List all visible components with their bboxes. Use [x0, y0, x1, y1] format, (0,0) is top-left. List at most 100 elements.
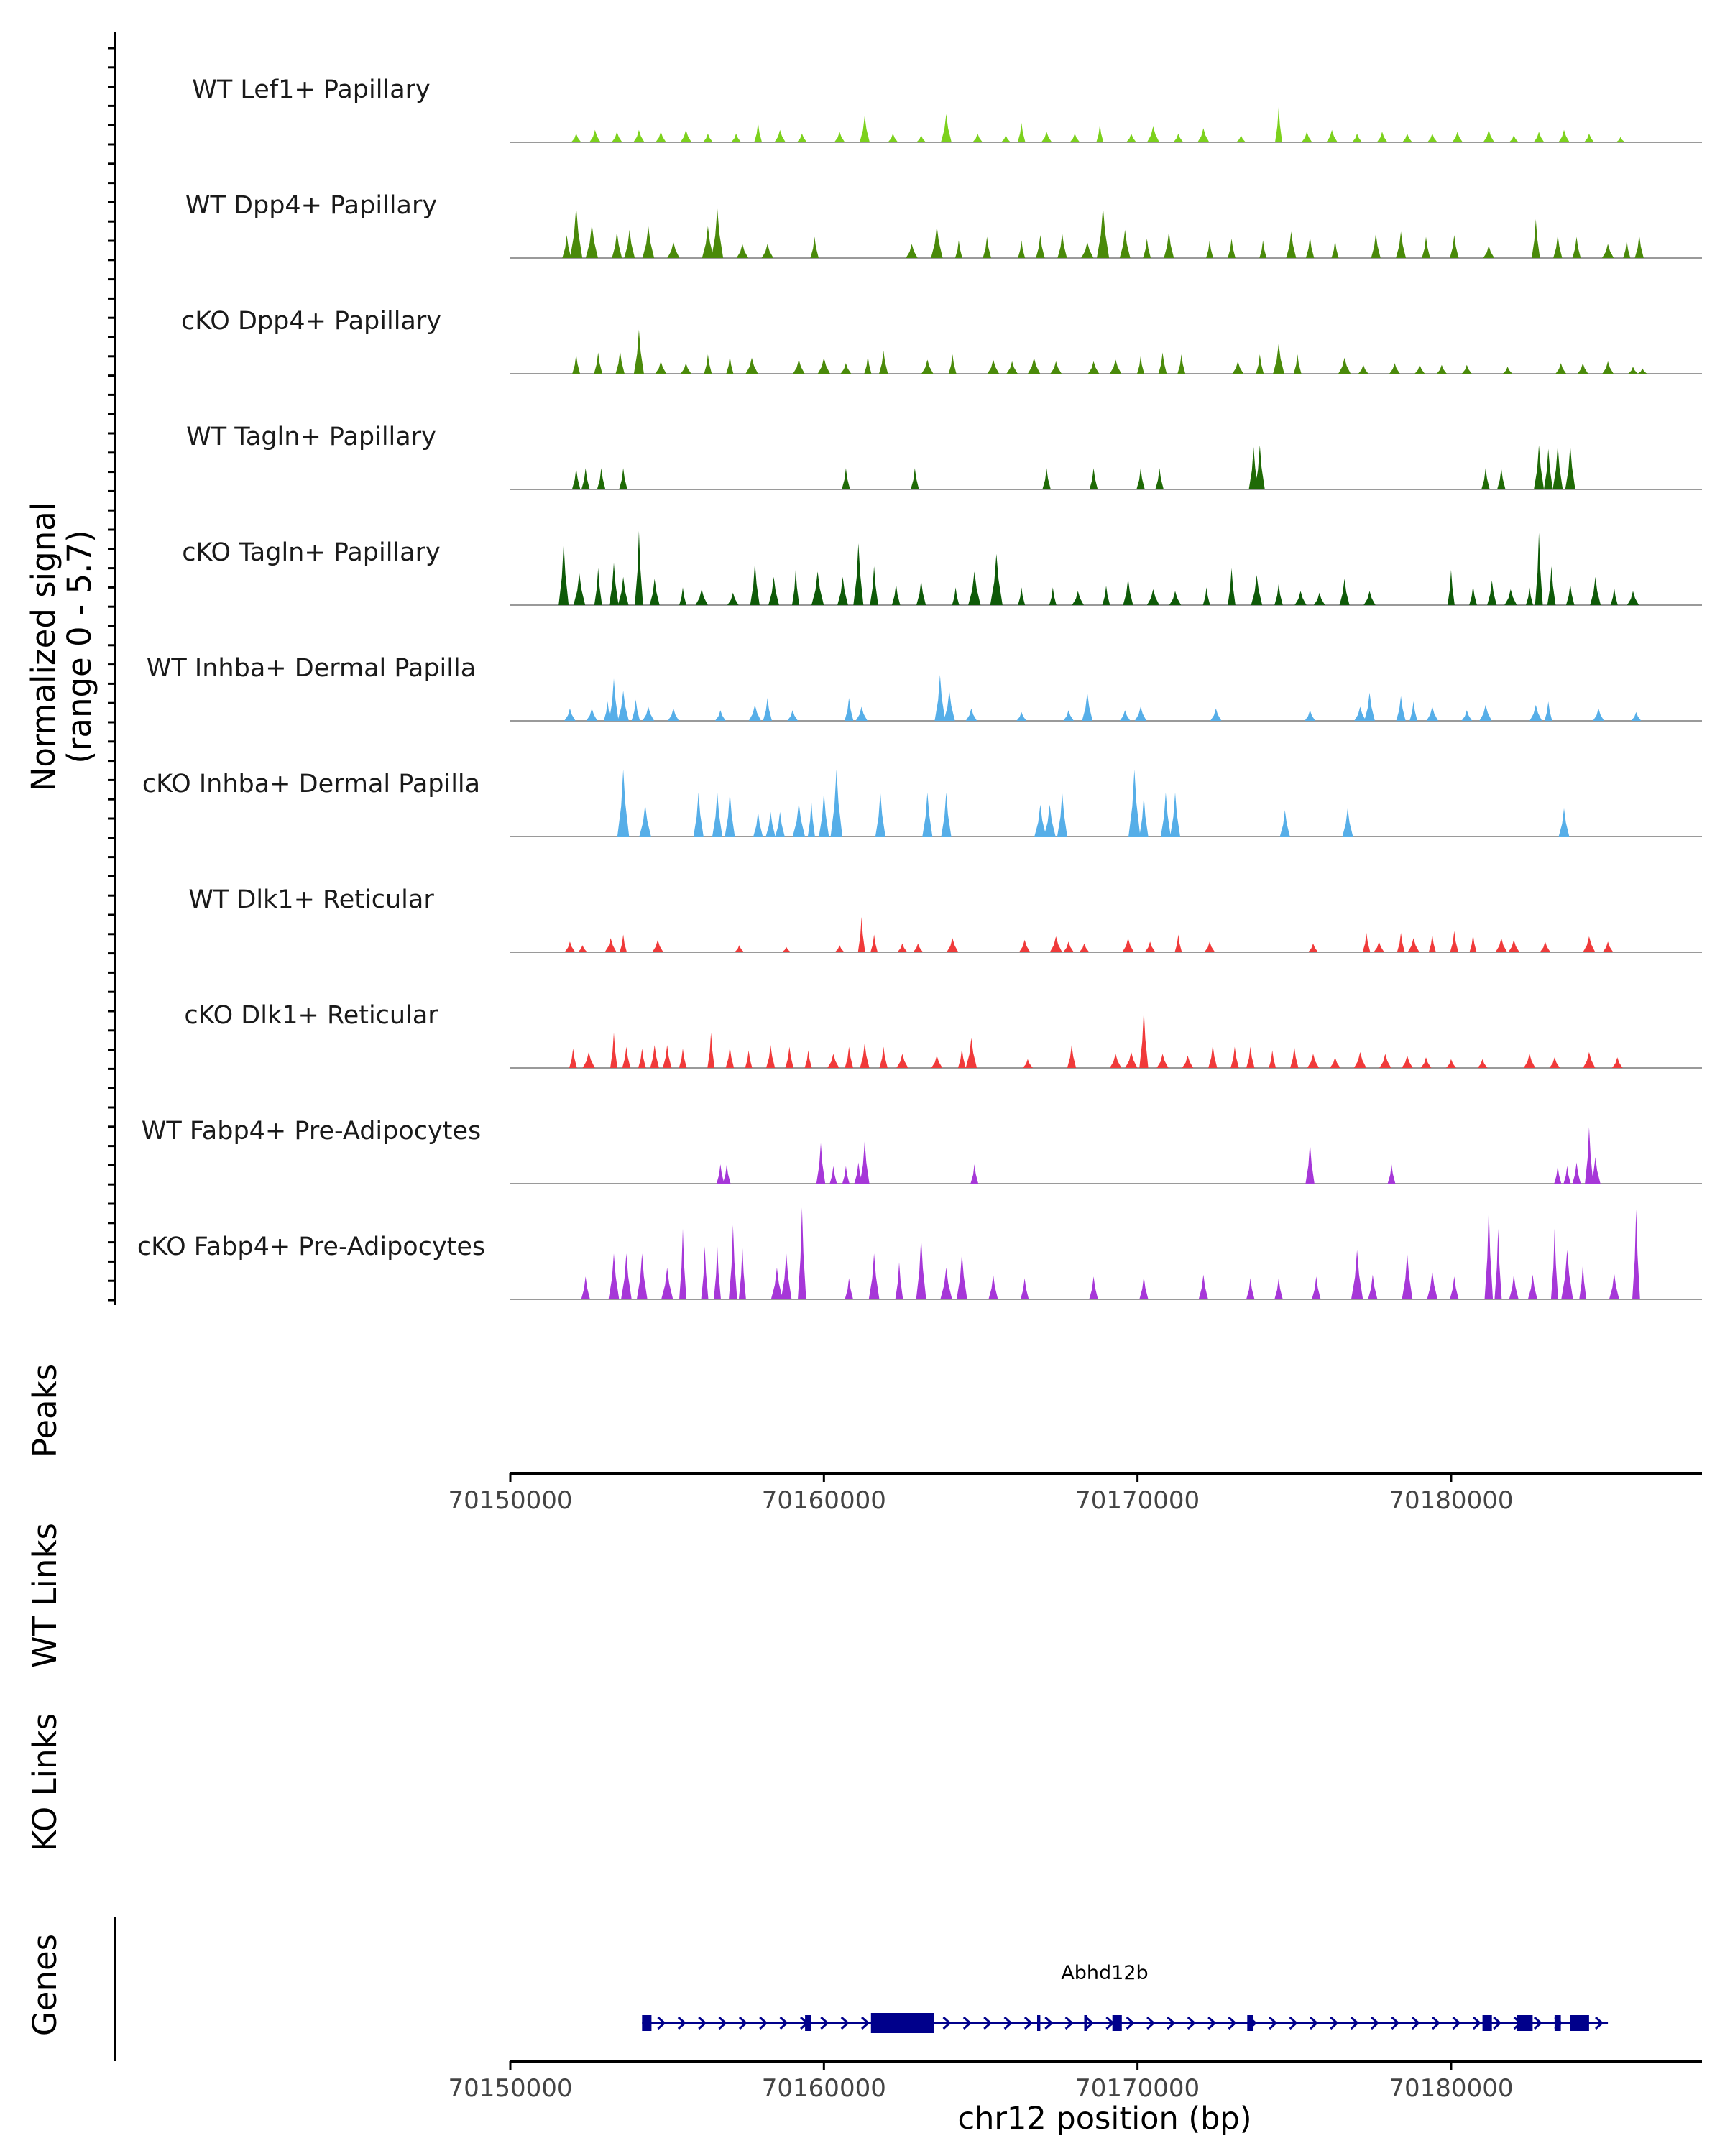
signal-peak — [845, 1046, 853, 1068]
signal-peak — [1483, 129, 1495, 142]
signal-peak — [1616, 137, 1625, 142]
signal-peak — [837, 576, 848, 605]
signal-peak — [1563, 1166, 1571, 1184]
signal-peak — [1610, 587, 1618, 605]
signal-peak — [787, 710, 799, 721]
signal-peak — [1128, 769, 1141, 837]
signal-peak — [570, 206, 583, 258]
signal-peak — [1572, 1162, 1581, 1184]
signal-peak — [965, 1038, 978, 1068]
signal-peak — [1251, 575, 1263, 605]
track-label: WT Dpp4+ Papillary — [185, 191, 437, 220]
signal-peak — [655, 361, 667, 374]
signal-peak — [1583, 936, 1596, 952]
signal-peak — [1057, 792, 1067, 837]
signal-peak — [631, 699, 640, 721]
strand-arrow-icon — [1472, 2016, 1482, 2030]
signal-peak — [891, 584, 901, 605]
signal-peak — [569, 1049, 577, 1068]
signal-peak — [745, 357, 758, 374]
signal-peak — [639, 804, 651, 837]
track-label: cKO Fabp4+ Pre-Adipocytes — [137, 1233, 485, 1261]
signal-peak — [716, 1164, 724, 1184]
signal-peak — [1158, 352, 1167, 374]
signal-peak — [722, 1164, 731, 1184]
signal-peak — [763, 698, 772, 721]
signal-peak — [594, 568, 602, 605]
signal-peak — [1469, 934, 1477, 952]
signal-peak — [558, 543, 569, 605]
signal-peak — [1561, 1250, 1573, 1299]
signal-peak — [1354, 706, 1366, 721]
signal-peak — [731, 133, 742, 142]
signal-peak — [1136, 468, 1145, 489]
signal-peak — [879, 1046, 888, 1068]
strand-arrow-icon — [698, 2016, 707, 2030]
signal-peak — [1139, 1009, 1149, 1068]
signal-peak — [1611, 1057, 1623, 1068]
signal-peak — [753, 811, 763, 837]
signal-peak — [1407, 938, 1420, 952]
signal-peak — [1290, 1046, 1299, 1068]
signal-peak — [1552, 445, 1563, 489]
signal-peak — [1063, 710, 1074, 721]
track-cko-dlk1-reticular: cKO Dlk1+ Reticular — [184, 1001, 1702, 1069]
signal-peak — [965, 708, 978, 721]
signal-peak — [617, 769, 630, 837]
axis-tick-label: 70170000 — [1075, 1486, 1200, 1515]
signal-peak — [972, 133, 983, 142]
track-cko-fabp4-pre-adipocytes: cKO Fabp4+ Pre-Adipocytes — [137, 1207, 1702, 1300]
signal-peak — [1312, 1276, 1321, 1299]
signal-peak — [922, 792, 933, 837]
signal-peak — [785, 1046, 794, 1068]
signal-peak — [870, 934, 878, 952]
track-label: cKO Dpp4+ Papillary — [181, 307, 441, 336]
signal-peak — [586, 708, 598, 721]
signal-peak — [1445, 1059, 1456, 1068]
signal-peak — [679, 1228, 686, 1299]
signal-peak — [1308, 943, 1318, 952]
signal-peak — [1228, 239, 1236, 258]
strand-arrow-icon — [1085, 2016, 1095, 2030]
signal-peak — [1494, 1228, 1502, 1299]
signal-peak — [793, 359, 805, 374]
signal-peak — [1182, 1055, 1194, 1068]
signal-peak — [1428, 934, 1436, 952]
signal-peak — [792, 569, 799, 605]
signal-peak — [1590, 576, 1601, 605]
signal-peak — [1081, 241, 1094, 258]
signal-peak — [944, 691, 955, 721]
signal-peak — [1202, 587, 1210, 605]
signal-peak — [774, 129, 786, 142]
signal-peak — [840, 363, 852, 374]
gene-model-abhd12b — [642, 2013, 1609, 2033]
strand-arrow-icon — [1146, 2016, 1156, 2030]
signal-peak — [1016, 711, 1027, 721]
signal-peak — [1342, 808, 1353, 837]
signal-peak — [581, 1276, 590, 1299]
signal-peak — [726, 356, 734, 374]
strand-arrow-icon — [1330, 2016, 1339, 2030]
signal-peak — [604, 938, 617, 952]
signal-peak — [1447, 569, 1455, 605]
signal-peak — [1028, 357, 1041, 374]
signal-peak — [1082, 692, 1093, 721]
signal-peak — [1579, 1263, 1587, 1299]
signal-peak — [1450, 931, 1459, 952]
signal-peak — [819, 792, 829, 837]
signal-peak — [589, 129, 601, 142]
signal-peak — [842, 468, 850, 489]
signal-peak — [1269, 1050, 1276, 1068]
signal-peak — [916, 135, 926, 142]
signal-peak — [916, 580, 926, 605]
signal-peak — [642, 706, 655, 721]
signal-peak — [1057, 233, 1067, 258]
signal-peak — [1096, 124, 1104, 142]
signal-peak — [1484, 1207, 1494, 1299]
signal-peak — [1301, 132, 1312, 142]
signal-peak — [661, 1267, 673, 1299]
strand-arrow-icon — [861, 2016, 870, 2030]
signal-y-axis — [108, 32, 116, 1305]
signal-peak — [1577, 363, 1588, 374]
signal-peak — [1228, 568, 1236, 605]
